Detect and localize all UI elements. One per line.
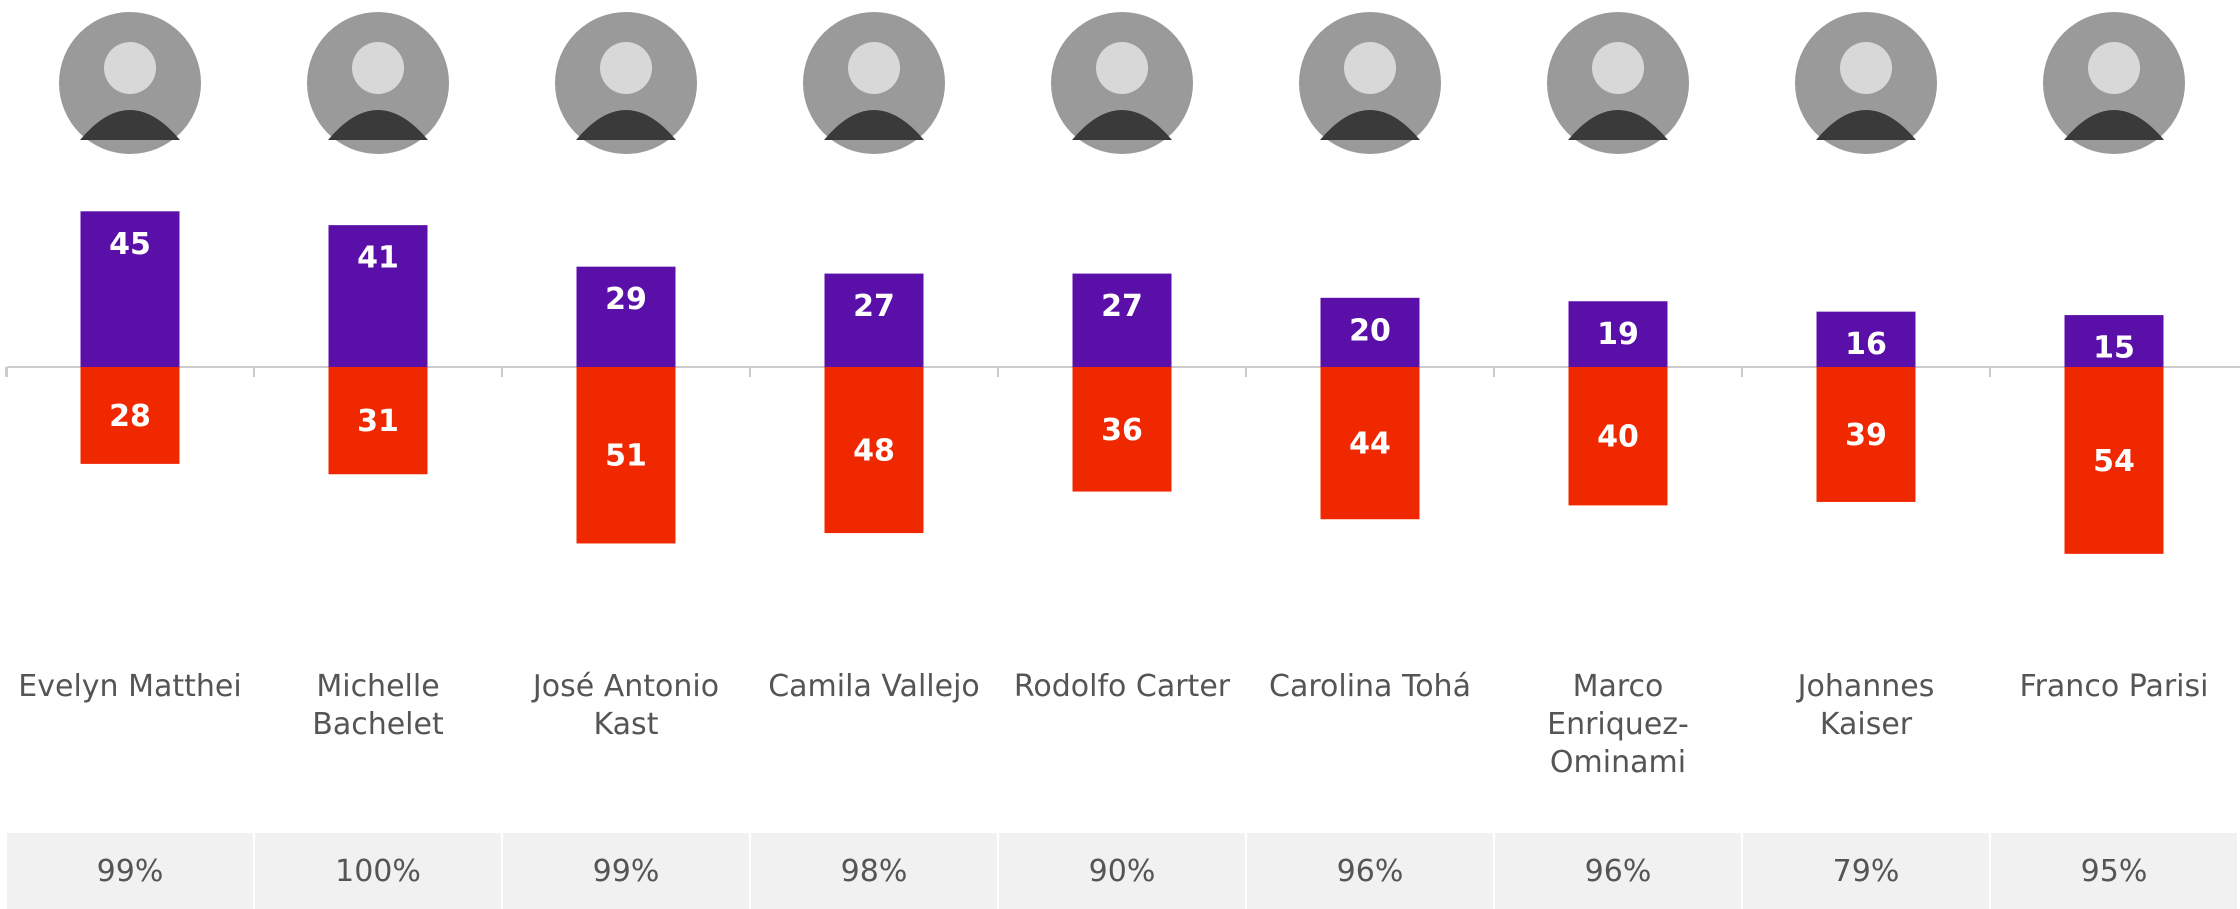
portrait-body (1816, 110, 1916, 140)
portrait-head (2088, 42, 2140, 94)
category-label: Johannes Kaiser (1797, 669, 1935, 742)
portrait-body (1568, 110, 1668, 140)
portrait-head (1592, 42, 1644, 94)
bar-negative (824, 367, 924, 534)
bar-label: 48 (853, 434, 895, 469)
portrait-head (1344, 42, 1396, 94)
bar-label: 19 (1597, 317, 1639, 352)
bar-positive (1072, 273, 1172, 367)
bar-label: 20 (1349, 313, 1391, 348)
bar-positive (824, 273, 924, 367)
footer-cell: 95% (1991, 833, 2237, 909)
footer-cell: 100% (255, 833, 501, 909)
footer-cell: 98% (751, 833, 997, 909)
portrait-head (848, 42, 900, 94)
bar-label: 45 (109, 227, 151, 262)
footer-cell: 99% (503, 833, 749, 909)
bar-negative (1816, 367, 1916, 502)
bar-label: 36 (1101, 413, 1143, 448)
portrait-body (2064, 110, 2164, 140)
bar-label: 41 (357, 241, 399, 276)
footer-cell: 90% (999, 833, 1245, 909)
bar-negative (1568, 367, 1668, 506)
portrait-body (80, 110, 180, 140)
category-label: Evelyn Matthei (18, 669, 242, 704)
portrait-body (824, 110, 924, 140)
bar-positive (576, 266, 676, 367)
portrait-head (600, 42, 652, 94)
footer-cell: 96% (1495, 833, 1741, 909)
bar-negative (1072, 367, 1172, 492)
portrait-body (576, 110, 676, 140)
portrait-head (352, 42, 404, 94)
portrait-body (1320, 110, 1420, 140)
category-label: Franco Parisi (2019, 669, 2209, 704)
bar-label: 31 (357, 404, 399, 439)
bar-negative (2064, 367, 2164, 554)
category-label: Marco Enriquez-Ominami (1547, 669, 1689, 780)
portrait-head (104, 42, 156, 94)
bar-label: 27 (853, 289, 895, 324)
portrait-body (328, 110, 428, 140)
bar-label: 16 (1845, 327, 1887, 362)
bar-positive (328, 225, 428, 367)
bar-label: 54 (2093, 444, 2135, 479)
category-label: Carolina Tohá (1269, 669, 1471, 704)
footer-cell: 99% (7, 833, 253, 909)
bar-negative (328, 367, 428, 475)
bar-label: 15 (2093, 331, 2135, 366)
portrait-head (1840, 42, 1892, 94)
portrait-body (1072, 110, 1172, 140)
bar-label: 40 (1597, 420, 1639, 455)
bar-positive (80, 211, 180, 367)
bar-positive (1816, 311, 1916, 367)
category-label: Rodolfo Carter (1013, 669, 1231, 704)
bar-negative (576, 367, 676, 544)
bar-negative (1320, 367, 1420, 520)
category-label: Michelle Bachelet (312, 669, 444, 742)
bar-label: 44 (1349, 427, 1391, 462)
footer-cell: 79% (1743, 833, 1989, 909)
bar-positive (1568, 301, 1668, 367)
bar-negative (80, 367, 180, 464)
bar-label: 27 (1101, 289, 1143, 324)
portrait-head (1096, 42, 1148, 94)
bar-label: 39 (1845, 418, 1887, 453)
bar-label: 51 (605, 439, 647, 474)
bar-positive (1320, 297, 1420, 367)
bar-label: 29 (605, 282, 647, 317)
category-label: José Antonio Kast (532, 669, 720, 742)
bar-label: 28 (109, 399, 151, 434)
footer-cell: 96% (1247, 833, 1493, 909)
bar-positive (2064, 315, 2164, 367)
category-label: Camila Vallejo (768, 669, 980, 704)
